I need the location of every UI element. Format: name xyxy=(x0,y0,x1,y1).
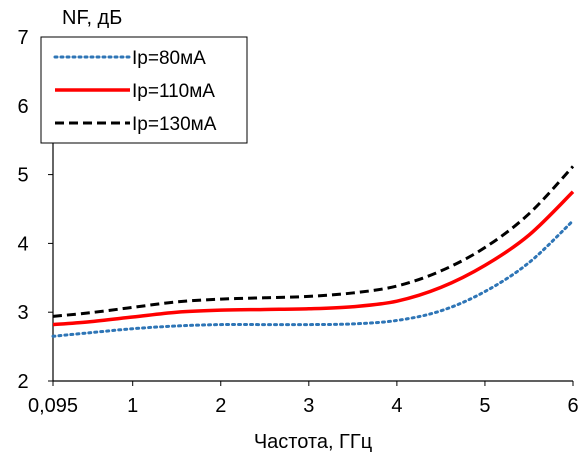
x-tick-label: 1 xyxy=(127,395,138,417)
series-layer xyxy=(51,165,575,338)
legend: Ip=80мА Ip=110мА Ip=130мА xyxy=(40,36,248,144)
y-tick-label: 4 xyxy=(17,233,28,255)
legend-label-3: Ip=130мА xyxy=(132,114,217,135)
y-tick-label: 6 xyxy=(17,96,28,118)
legend-label-2: Ip=110мА xyxy=(132,81,215,102)
y-tick-label: 2 xyxy=(17,371,28,393)
x-tick-label: 0,095 xyxy=(28,395,78,417)
y-tick-label: 5 xyxy=(17,165,28,187)
y-axis-ticks: 2 3 4 5 6 7 xyxy=(17,27,53,393)
x-axis-ticks: 0,095 1 2 3 4 5 6 xyxy=(28,381,579,417)
legend-label-1: Ip=80мА xyxy=(132,48,206,69)
series-line-3 xyxy=(52,165,575,318)
x-tick-label: 4 xyxy=(391,395,402,417)
x-tick-label: 2 xyxy=(215,395,226,417)
series-line-2 xyxy=(52,190,575,327)
y-tick-label: 7 xyxy=(17,27,28,49)
y-tick-label: 3 xyxy=(17,302,28,324)
x-tick-label: 5 xyxy=(479,395,490,417)
y-axis-title: NF, дБ xyxy=(62,7,122,29)
x-tick-label: 6 xyxy=(567,395,578,417)
x-axis-title: Частота, ГГц xyxy=(254,431,372,453)
x-tick-label: 3 xyxy=(303,395,314,417)
series-line-1 xyxy=(51,219,575,338)
